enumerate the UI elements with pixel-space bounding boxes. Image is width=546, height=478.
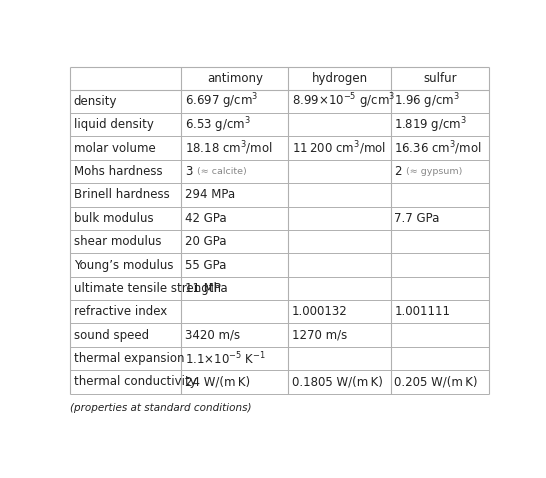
Text: shear modulus: shear modulus xyxy=(74,235,161,248)
Text: bulk modulus: bulk modulus xyxy=(74,212,153,225)
Text: 20 GPa: 20 GPa xyxy=(185,235,226,248)
Text: 0.205 W/(m K): 0.205 W/(m K) xyxy=(394,375,478,389)
Text: hydrogen: hydrogen xyxy=(311,72,367,85)
Text: (≈ calcite): (≈ calcite) xyxy=(197,167,246,176)
Text: 11 200 cm$^3$/mol: 11 200 cm$^3$/mol xyxy=(292,140,385,157)
Text: antimony: antimony xyxy=(207,72,263,85)
Text: 3420 m/s: 3420 m/s xyxy=(185,329,240,342)
Text: 1270 m/s: 1270 m/s xyxy=(292,329,347,342)
Text: 1.1×10$^{-5}$ K$^{-1}$: 1.1×10$^{-5}$ K$^{-1}$ xyxy=(185,350,266,367)
Text: 1.001111: 1.001111 xyxy=(394,305,450,318)
Text: 55 GPa: 55 GPa xyxy=(185,259,226,272)
Text: 2: 2 xyxy=(394,165,402,178)
Text: 1.000132: 1.000132 xyxy=(292,305,347,318)
Text: 7.7 GPa: 7.7 GPa xyxy=(394,212,440,225)
Text: 0.1805 W/(m K): 0.1805 W/(m K) xyxy=(292,375,382,389)
Text: 6.53 g/cm$^3$: 6.53 g/cm$^3$ xyxy=(185,115,251,135)
Text: 24 W/(m K): 24 W/(m K) xyxy=(185,375,250,389)
Text: density: density xyxy=(74,95,117,108)
Text: Mohs hardness: Mohs hardness xyxy=(74,165,162,178)
Text: sound speed: sound speed xyxy=(74,329,149,342)
Text: refractive index: refractive index xyxy=(74,305,167,318)
Text: Brinell hardness: Brinell hardness xyxy=(74,188,169,201)
Text: 16.36 cm$^3$/mol: 16.36 cm$^3$/mol xyxy=(394,140,482,157)
Text: 1.819 g/cm$^3$: 1.819 g/cm$^3$ xyxy=(394,115,467,135)
Text: 8.99×10$^{-5}$ g/cm$^3$: 8.99×10$^{-5}$ g/cm$^3$ xyxy=(292,92,395,111)
Text: thermal conductivity: thermal conductivity xyxy=(74,375,197,389)
Text: 1.96 g/cm$^3$: 1.96 g/cm$^3$ xyxy=(394,92,460,111)
Text: 3: 3 xyxy=(185,165,192,178)
Text: molar volume: molar volume xyxy=(74,141,156,155)
Text: 294 MPa: 294 MPa xyxy=(185,188,235,201)
Text: sulfur: sulfur xyxy=(423,72,457,85)
Text: ultimate tensile strength: ultimate tensile strength xyxy=(74,282,221,295)
Text: (≈ gypsum): (≈ gypsum) xyxy=(406,167,462,176)
Text: (properties at standard conditions): (properties at standard conditions) xyxy=(70,403,252,413)
Text: liquid density: liquid density xyxy=(74,119,153,131)
Text: Young’s modulus: Young’s modulus xyxy=(74,259,173,272)
Text: thermal expansion: thermal expansion xyxy=(74,352,184,365)
Text: 42 GPa: 42 GPa xyxy=(185,212,227,225)
Text: 6.697 g/cm$^3$: 6.697 g/cm$^3$ xyxy=(185,92,258,111)
Text: 18.18 cm$^3$/mol: 18.18 cm$^3$/mol xyxy=(185,140,272,157)
Text: 11 MPa: 11 MPa xyxy=(185,282,227,295)
